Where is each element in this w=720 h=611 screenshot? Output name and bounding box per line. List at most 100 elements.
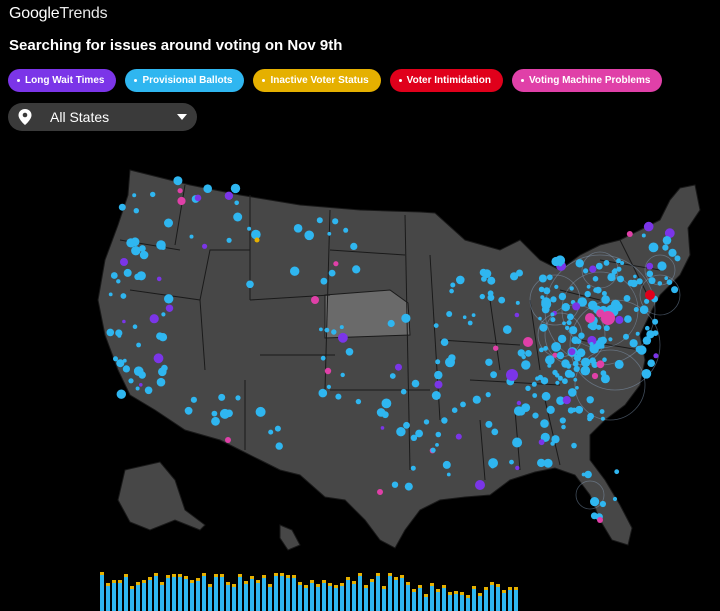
map-dot[interactable] (591, 372, 599, 380)
map-dot[interactable] (516, 400, 522, 406)
map-dot[interactable] (587, 412, 594, 420)
map-dot[interactable] (328, 269, 336, 277)
map-dot[interactable] (164, 294, 174, 304)
timeline-bar[interactable] (244, 584, 248, 611)
map-dot[interactable] (575, 386, 579, 390)
map-dot[interactable] (599, 500, 607, 508)
map-dot[interactable] (546, 274, 553, 281)
map-dot[interactable] (601, 295, 610, 304)
timeline-bar[interactable] (262, 578, 266, 611)
map-dot[interactable] (613, 305, 619, 310)
timeline-bar[interactable] (508, 590, 512, 611)
map-dot[interactable] (611, 269, 618, 275)
map-dot[interactable] (290, 266, 300, 276)
map-dot[interactable] (566, 320, 572, 326)
map-dot[interactable] (545, 357, 550, 363)
map-dot[interactable] (164, 218, 173, 228)
map-dot[interactable] (633, 307, 639, 312)
map-dot[interactable] (595, 262, 603, 270)
timeline-bar[interactable] (274, 576, 278, 611)
map-dot[interactable] (247, 226, 252, 231)
map-dot[interactable] (562, 378, 568, 385)
map-dot[interactable] (569, 286, 574, 291)
filter-chip-inactive-voter-status[interactable]: Inactive Voter Status (253, 69, 381, 92)
map-dot[interactable] (381, 411, 389, 419)
map-dot[interactable] (639, 305, 649, 315)
map-dot[interactable] (411, 379, 420, 388)
map-dot[interactable] (410, 465, 416, 471)
map-dot[interactable] (133, 208, 139, 214)
timeline-bar[interactable] (454, 594, 458, 611)
map-dot[interactable] (646, 262, 654, 270)
map-dot[interactable] (581, 357, 591, 367)
map-dot[interactable] (445, 357, 455, 368)
map-dot[interactable] (636, 278, 643, 285)
map-dot[interactable] (513, 406, 524, 416)
map-dot[interactable] (561, 359, 570, 368)
timeline-bar[interactable] (220, 577, 224, 611)
map-dot[interactable] (562, 396, 571, 405)
timeline-bar[interactable] (412, 592, 416, 611)
map-dot[interactable] (635, 331, 640, 336)
timeline-bar[interactable] (388, 576, 392, 611)
map-dot[interactable] (645, 290, 655, 300)
map-dot[interactable] (490, 463, 495, 469)
map-dot[interactable] (128, 378, 134, 384)
timeline-bar[interactable] (238, 577, 242, 611)
map-dot[interactable] (646, 330, 655, 339)
map-dot[interactable] (567, 313, 574, 321)
map-dot[interactable] (144, 386, 153, 395)
map-dot[interactable] (585, 313, 595, 323)
map-dot[interactable] (657, 281, 663, 286)
map-dot[interactable] (274, 425, 281, 432)
map-dot[interactable] (456, 275, 465, 285)
map-dot[interactable] (380, 426, 385, 430)
map-dot[interactable] (643, 221, 654, 232)
map-dot[interactable] (320, 277, 328, 285)
map-dot[interactable] (462, 315, 467, 320)
map-dot[interactable] (525, 350, 532, 357)
map-dot[interactable] (377, 489, 383, 495)
map-dot[interactable] (550, 441, 555, 446)
map-dot[interactable] (664, 228, 675, 239)
timeline-bar[interactable] (514, 590, 518, 611)
map-dot[interactable] (403, 421, 410, 429)
map-dot[interactable] (537, 458, 546, 468)
map-dot[interactable] (603, 260, 610, 266)
map-dot[interactable] (318, 388, 328, 398)
map-dot[interactable] (132, 193, 137, 198)
map-dot[interactable] (550, 317, 556, 323)
map-dot[interactable] (410, 434, 418, 441)
map-dot[interactable] (116, 389, 127, 399)
map-dot[interactable] (161, 364, 168, 372)
map-dot[interactable] (423, 419, 430, 425)
map-dot[interactable] (134, 273, 141, 280)
map-dot[interactable] (350, 242, 358, 250)
map-dot[interactable] (623, 333, 629, 340)
filter-chip-provisional-ballots[interactable]: Provisional Ballots (125, 69, 245, 92)
map-dot[interactable] (541, 297, 551, 308)
map-dot[interactable] (442, 460, 451, 469)
map-dot[interactable] (646, 270, 654, 278)
timeline-bar[interactable] (100, 575, 104, 611)
map-dot[interactable] (596, 360, 605, 369)
map-dot[interactable] (614, 469, 620, 475)
map-dot[interactable] (584, 290, 591, 298)
map-dot[interactable] (343, 227, 349, 233)
timeline-bar[interactable] (130, 589, 134, 611)
map-dot[interactable] (122, 365, 130, 373)
map-dot[interactable] (117, 333, 122, 338)
map-dot[interactable] (293, 224, 303, 233)
map-dot[interactable] (108, 292, 113, 297)
timeline-bar[interactable] (196, 581, 200, 611)
map-dot[interactable] (190, 396, 197, 403)
timeline-bar[interactable] (286, 578, 290, 611)
map-dot[interactable] (218, 393, 226, 401)
map-dot[interactable] (599, 409, 605, 414)
map-dot[interactable] (587, 335, 597, 346)
map-dot[interactable] (572, 360, 579, 367)
map-dot[interactable] (251, 229, 261, 240)
map-dot[interactable] (487, 294, 495, 301)
map-dot[interactable] (666, 279, 673, 286)
map-dot[interactable] (485, 420, 493, 428)
